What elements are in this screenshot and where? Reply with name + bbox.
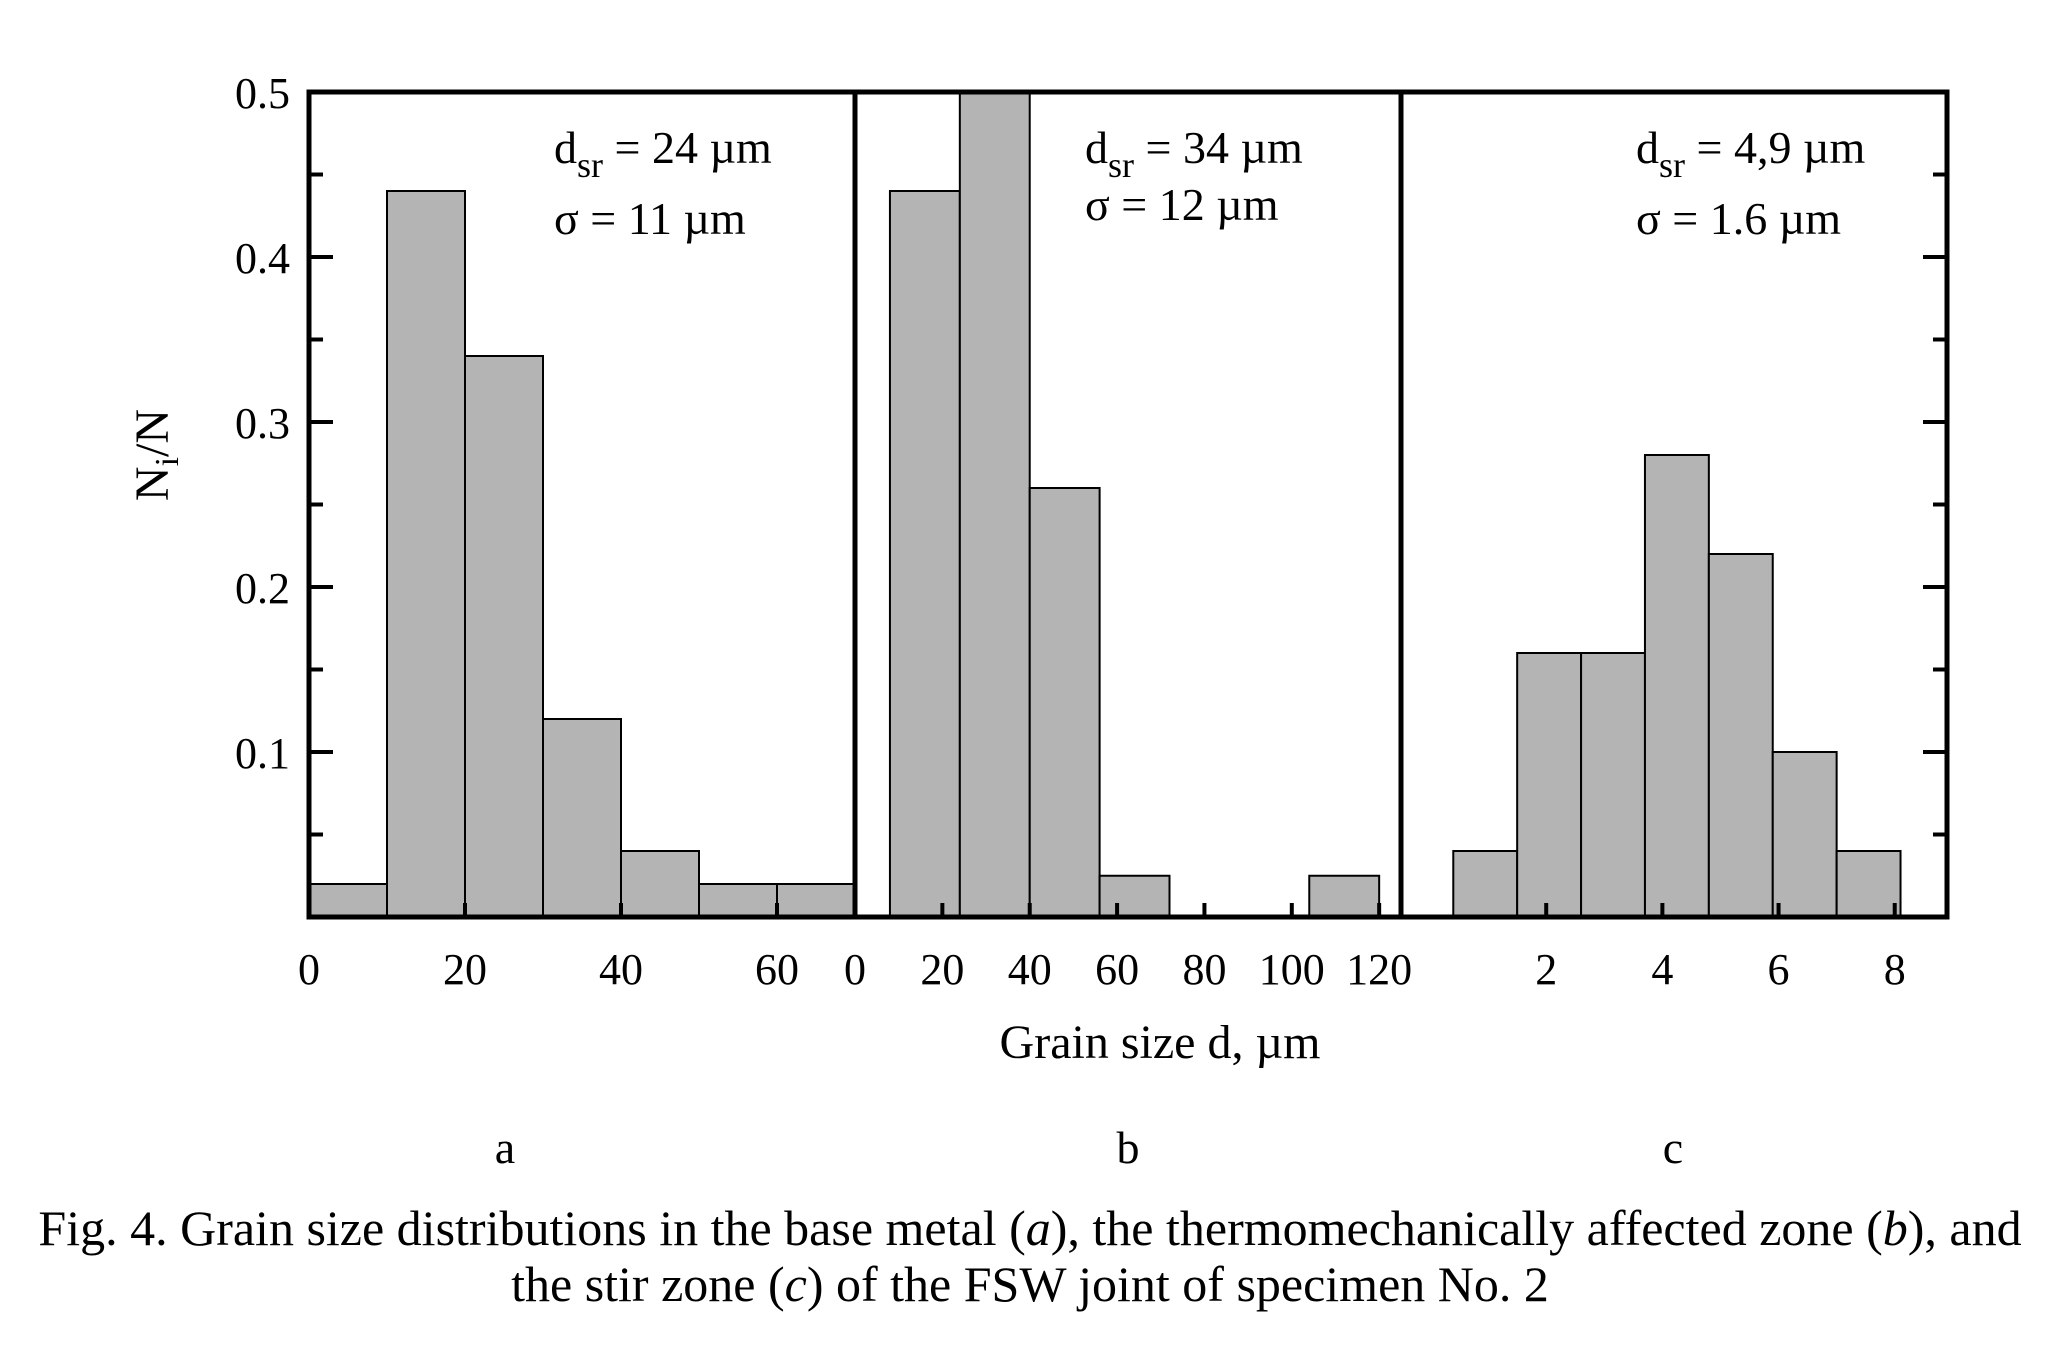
bars-layer [308, 91, 1902, 918]
sigma-label-b: σ = 12 µm [1085, 179, 1279, 230]
bar-c-2 [1580, 652, 1646, 918]
sigma-label-a: σ = 11 µm [554, 193, 746, 244]
mean-sub: sr [577, 145, 603, 185]
x-tick-label-b-5: 100 [1259, 945, 1325, 994]
y-axis-label: Ni/N [126, 409, 186, 501]
y-tick-label-0: 0.1 [235, 729, 290, 778]
bar-a-5 [698, 883, 778, 918]
mean-size-label-a: dsr = 24 µm [554, 122, 772, 185]
x-axis-label: Grain size d, µm [1000, 1016, 1321, 1069]
bar-b-1 [958, 91, 1031, 918]
bar-c-4 [1707, 553, 1774, 918]
panel-letter-b: b [1117, 1122, 1140, 1173]
bar-c-6 [1835, 850, 1902, 918]
bar-c-3 [1643, 454, 1710, 918]
bar-b-2 [1028, 487, 1101, 918]
mean-d: d [1085, 122, 1108, 173]
x-tick-label-b-0: 0 [844, 945, 866, 994]
mean-d: d [554, 122, 577, 173]
caption-2a: the stir zone ( [511, 1256, 785, 1312]
panel-letter-a: a [495, 1122, 515, 1173]
caption-1c: ), the thermomechanically affected zone … [1050, 1200, 1883, 1256]
caption-1b: a [1025, 1200, 1051, 1256]
caption-1e: ), and [1907, 1200, 2022, 1256]
mean-sub: sr [1108, 145, 1134, 185]
bar-c-0 [1452, 850, 1519, 918]
y-axis-label-tail: /N [126, 409, 179, 457]
sigma-label-c: σ = 1.6 µm [1636, 193, 1841, 244]
caption-line-2: the stir zone (c) of the FSW joint of sp… [0, 1256, 2060, 1312]
bar-a-2 [464, 355, 544, 918]
x-tick-label-b-3: 60 [1095, 945, 1139, 994]
bar-c-1 [1516, 652, 1583, 918]
bar-b-3 [1098, 874, 1171, 918]
mean-size-label-c: dsr = 4,9 µm [1636, 122, 1865, 185]
frame-layer [306, 89, 1950, 920]
y-tick-label-2: 0.3 [235, 399, 290, 448]
x-tick-label-a-0: 0 [298, 945, 320, 994]
bar-a-6 [776, 883, 856, 918]
x-tick-label-a-2: 40 [599, 945, 643, 994]
caption-1a: Fig. 4. Grain size distributions in the … [38, 1200, 1026, 1256]
mean-value: = 34 µm [1134, 122, 1303, 173]
x-tick-label-b-1: 20 [920, 945, 964, 994]
x-tick-label-b-2: 40 [1008, 945, 1052, 994]
x-tick-label-a-1: 20 [443, 945, 487, 994]
panel-letter-c: c [1663, 1122, 1683, 1173]
figure-caption: Fig. 4. Grain size distributions in the … [0, 1200, 2060, 1312]
mean-size-label-b: dsr = 34 µm [1085, 122, 1303, 185]
y-tick-label-3: 0.4 [235, 234, 290, 283]
bar-b-4 [1308, 874, 1381, 918]
y-axis-label-main: N [126, 466, 179, 501]
x-tick-label-b-6: 120 [1346, 945, 1412, 994]
y-tick-label-4: 0.5 [235, 69, 290, 118]
caption-2b: c [784, 1256, 807, 1312]
y-tick-label-1: 0.2 [235, 564, 290, 613]
bar-a-4 [620, 850, 700, 918]
caption-line-1: Fig. 4. Grain size distributions in the … [0, 1200, 2060, 1256]
bar-a-0 [308, 883, 388, 918]
mean-d: d [1636, 122, 1659, 173]
mean-sub: sr [1659, 145, 1685, 185]
mean-value: = 24 µm [603, 122, 772, 173]
bar-b-0 [888, 190, 961, 918]
caption-1d: b [1882, 1200, 1908, 1256]
x-tick-label-b-4: 80 [1182, 945, 1226, 994]
caption-2c: ) of the FSW joint of specimen No. 2 [806, 1256, 1549, 1312]
x-tick-label-c-1: 4 [1651, 945, 1673, 994]
x-tick-label-c-0: 2 [1535, 945, 1557, 994]
bar-c-5 [1771, 751, 1838, 918]
y-axis-label-sub: i [149, 457, 186, 466]
x-tick-label-c-2: 6 [1768, 945, 1790, 994]
x-tick-label-a-3: 60 [755, 945, 799, 994]
mean-value: = 4,9 µm [1685, 122, 1865, 173]
bar-a-1 [386, 190, 466, 918]
x-tick-label-c-3: 8 [1884, 945, 1906, 994]
bar-a-3 [542, 718, 622, 918]
